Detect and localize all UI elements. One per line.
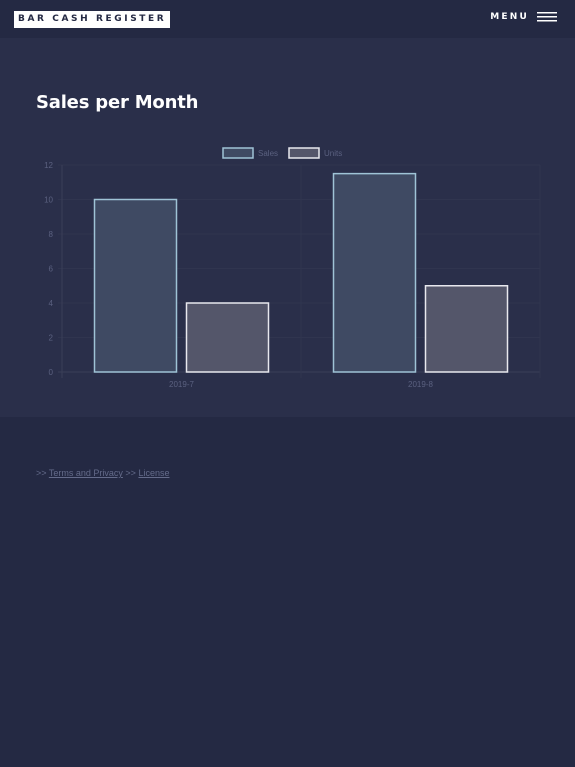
legend-label-units: Units bbox=[324, 149, 342, 158]
menu-label: MENU bbox=[490, 12, 529, 22]
y-tick-label: 12 bbox=[44, 161, 53, 170]
bar-units-2019-8 bbox=[424, 285, 509, 373]
y-tick-label: 10 bbox=[44, 196, 53, 205]
page-title: Sales per Month bbox=[36, 92, 199, 113]
terms-link[interactable]: Terms and Privacy bbox=[48, 468, 123, 478]
footer-separator: >> bbox=[125, 468, 136, 478]
license-link[interactable]: License bbox=[138, 468, 170, 478]
footer-separator: >> bbox=[36, 468, 47, 478]
footer-links: >> Terms and Privacy >> License bbox=[36, 468, 169, 478]
legend-label-sales: Sales bbox=[258, 149, 278, 158]
sales-chart: 0 2 4 6 8 10 12 2019-7 2019-8 Sales Units bbox=[44, 147, 541, 389]
y-tick-label: 8 bbox=[49, 230, 54, 239]
bar-units-2019-7 bbox=[185, 302, 270, 373]
legend-swatch-sales bbox=[222, 147, 254, 159]
bar-sales-2019-7 bbox=[93, 198, 178, 373]
menu-button[interactable]: MENU bbox=[490, 12, 557, 22]
x-tick-label: 2019-7 bbox=[169, 380, 194, 389]
y-tick-label: 2 bbox=[49, 334, 54, 343]
y-tick-label: 0 bbox=[49, 368, 54, 377]
y-tick-label: 4 bbox=[49, 299, 54, 308]
top-bar: BAR CASH REGISTER MENU bbox=[0, 0, 575, 38]
main-section: Sales per Month 0 2 4 6 8 10 12 2019-7 2019-8 Sal… bbox=[0, 38, 575, 417]
site-logo[interactable]: BAR CASH REGISTER bbox=[14, 11, 171, 28]
y-tick-label: 6 bbox=[49, 265, 54, 274]
hamburger-icon bbox=[537, 12, 557, 22]
x-tick-label: 2019-8 bbox=[408, 380, 433, 389]
legend-swatch-units bbox=[288, 147, 320, 159]
bar-sales-2019-8 bbox=[332, 172, 417, 373]
